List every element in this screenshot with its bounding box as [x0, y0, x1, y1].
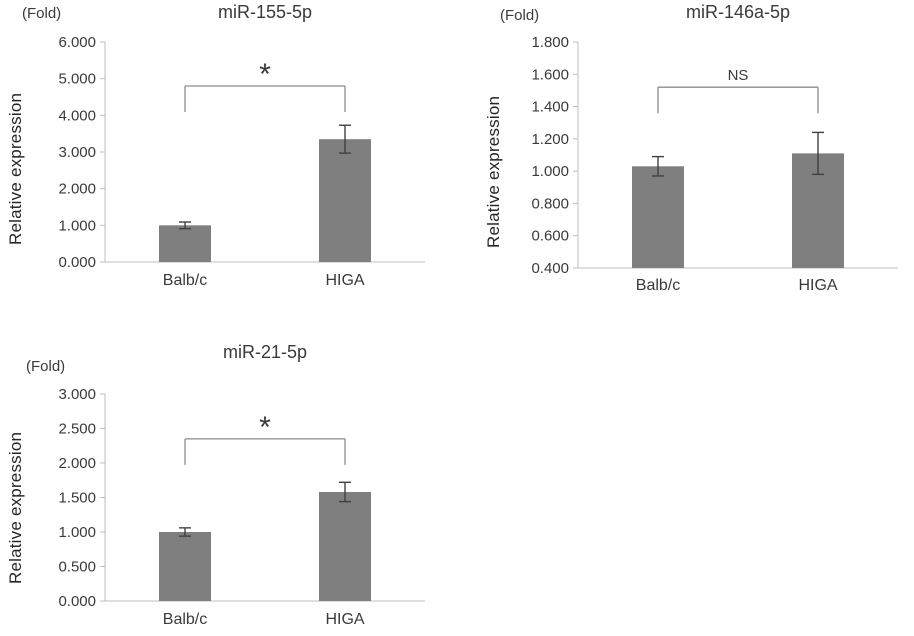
y-tick-label: 1.600: [531, 66, 569, 83]
y-tick-label: 1.400: [531, 99, 569, 116]
chart-panel-mir-155-5p: miR-155-5p (Fold) Relative expression 0.…: [0, 0, 452, 306]
bar-Balb/c: [159, 532, 211, 601]
y-tick-label: 0.000: [58, 593, 96, 610]
category-label: Balb/c: [636, 277, 680, 294]
chart-title: miR-155-5p: [217, 2, 313, 22]
category-label: Balb/c: [163, 611, 207, 628]
bar-Balb/c: [632, 166, 684, 268]
axis-unit-label: (Fold): [26, 358, 66, 375]
y-tick-label: 1.800: [531, 34, 569, 51]
y-tick-label: 2.000: [58, 455, 96, 472]
axis-unit-label: (Fold): [500, 7, 540, 24]
plot-area: 0.400 0.600 0.800 1.000 1.200 1.400 1.600 1.800…: [531, 34, 898, 294]
chart-title: miR-146a-5p: [685, 2, 791, 22]
bar-Balb/c: [159, 225, 211, 262]
y-tick-label: 1.000: [58, 217, 96, 234]
bar-HIGA: [319, 491, 371, 601]
category-label: HIGA: [325, 611, 364, 628]
y-tick-label: 0.800: [531, 195, 569, 212]
category-label: Balb/c: [163, 272, 207, 289]
y-tick-label: 0.400: [531, 260, 569, 277]
y-tick-label: 1.200: [531, 131, 569, 148]
significance-label: *: [259, 58, 271, 91]
plot-area: 0.000 1.000 2.000 3.000 4.000 5.000 6.000 Balb/…: [58, 34, 425, 289]
significance-label: NS: [728, 67, 749, 84]
y-tick-label: 0.600: [531, 228, 569, 245]
y-tick-label: 4.000: [58, 107, 96, 124]
y-tick-label: 1.000: [531, 163, 569, 180]
y-tick-label: 0.500: [58, 559, 96, 576]
category-label: HIGA: [325, 272, 364, 289]
y-tick-label: 6.000: [58, 34, 96, 51]
chart-panel-mir-146a-5p: miR-146a-5p (Fold) Relative expression 0…: [478, 0, 914, 306]
y-tick-label: 1.500: [58, 490, 96, 507]
y-tick-label: 2.000: [58, 181, 96, 198]
y-tick-label: 3.000: [58, 144, 96, 161]
y-tick-label: 5.000: [58, 71, 96, 88]
y-tick-label: 0.000: [58, 254, 96, 271]
significance-label: *: [259, 411, 271, 444]
y-tick-label: 3.000: [58, 386, 96, 403]
category-label: HIGA: [798, 277, 837, 294]
bar-HIGA: [319, 139, 371, 262]
y-tick-label: 1.000: [58, 524, 96, 541]
chart-title: miR-21-5p: [222, 342, 308, 362]
plot-area: 0.000 0.500 1.000 1.500 2.000 2.500 3.000 Balb/…: [58, 386, 425, 628]
axis-unit-label: (Fold): [22, 5, 62, 22]
y-tick-label: 2.500: [58, 421, 96, 438]
chart-panel-mir-21-5p: miR-21-5p (Fold) Relative expression 0.0…: [0, 336, 452, 636]
